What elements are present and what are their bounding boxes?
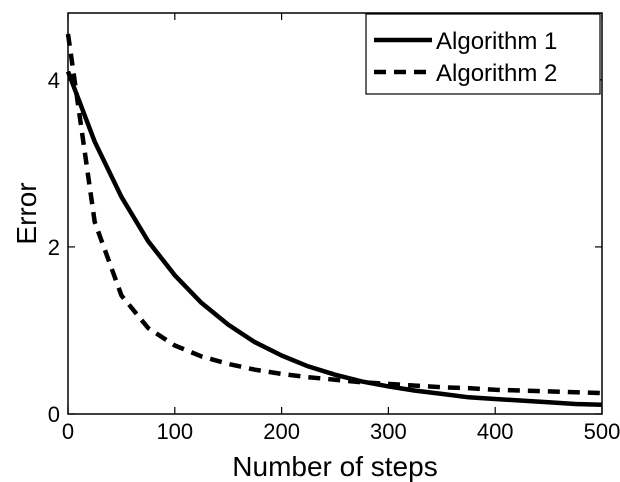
axis-tick-labels: 0 100 200 300 400 500 0 2 4: [48, 68, 620, 444]
x-tick-label: 400: [477, 419, 514, 444]
x-tick-label: 500: [584, 419, 620, 444]
x-axis-title: Number of steps: [232, 451, 437, 482]
series-lines: [65, 33, 603, 408]
series-line-2: [65, 33, 603, 396]
x-tick-label: 100: [156, 419, 193, 444]
y-tick-label: 2: [48, 235, 60, 260]
x-tick-label: 300: [370, 419, 407, 444]
y-tick-label: 4: [48, 68, 60, 93]
plot-area: [67, 12, 603, 415]
legend-label-1: Algorithm 1: [436, 28, 557, 55]
x-tick-label: 0: [62, 419, 74, 444]
legend: Algorithm 1 Algorithm 2: [365, 13, 601, 95]
legend-label-2: Algorithm 2: [436, 60, 557, 87]
series-line-1: [65, 70, 603, 408]
legend-box: [365, 13, 601, 95]
y-tick-label: 0: [48, 402, 60, 427]
x-tick-label: 200: [263, 419, 300, 444]
y-axis-title: Error: [11, 182, 42, 244]
